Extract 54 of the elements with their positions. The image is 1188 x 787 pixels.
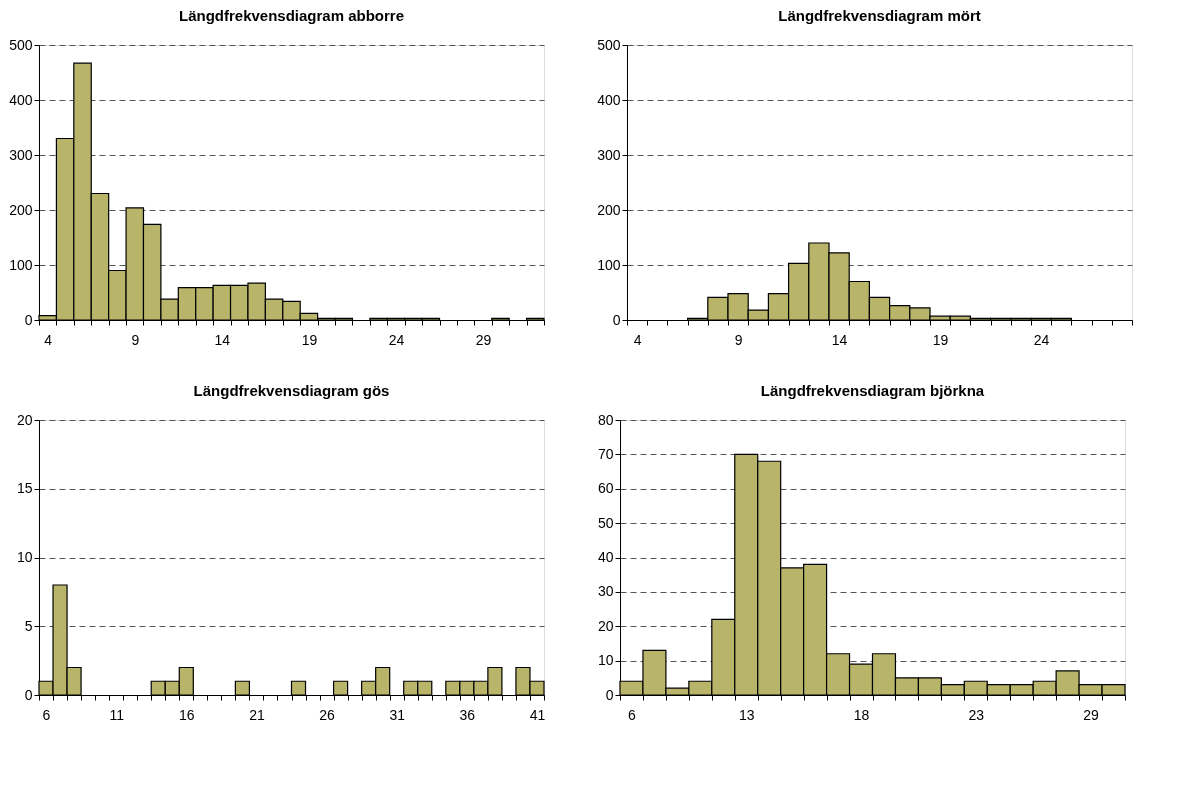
y-tick-label: 200 <box>597 201 621 218</box>
x-tick-label: 29 <box>475 331 492 348</box>
x-tick-label: 36 <box>459 706 476 723</box>
x-tick-label: 11 <box>109 706 125 723</box>
y-tick-label: 100 <box>597 256 621 273</box>
y-tick-label: 15 <box>16 480 33 497</box>
chart-title: Längdfrekvensdiagram mört <box>778 7 981 24</box>
y-tick-label: 300 <box>9 146 33 163</box>
x-tick-label: 23 <box>968 706 985 723</box>
x-tick-label: 14 <box>214 331 231 348</box>
y-tick-label: 500 <box>9 36 33 53</box>
y-tick-label: 10 <box>597 652 614 669</box>
y-tick-label: 100 <box>9 256 33 273</box>
x-tick-label: 9 <box>131 331 140 348</box>
y-tick-label: 0 <box>24 686 33 703</box>
y-tick-label: 30 <box>597 583 614 600</box>
x-tick-label: 24 <box>388 331 405 348</box>
x-tick-label: 41 <box>529 706 546 723</box>
x-tick-label: 31 <box>389 706 406 723</box>
y-tick-label: 80 <box>597 411 614 428</box>
x-tick-label: 24 <box>1033 331 1050 348</box>
y-tick-label: 0 <box>24 311 33 328</box>
x-tick-label: 4 <box>44 331 53 348</box>
y-tick-label: 500 <box>597 36 621 53</box>
y-tick-label: 20 <box>597 617 614 634</box>
x-tick-label: 26 <box>319 706 336 723</box>
y-tick-label: 300 <box>597 146 621 163</box>
y-tick-label: 40 <box>597 549 614 565</box>
x-tick-label: 4 <box>633 331 642 348</box>
x-tick-label: 14 <box>831 331 848 348</box>
x-tick-label: 18 <box>853 706 870 723</box>
x-tick-label: 6 <box>42 706 51 723</box>
chart-title: Längdfrekvensdiagram gös <box>193 382 390 399</box>
x-tick-label: 21 <box>249 706 265 723</box>
y-tick-label: 400 <box>9 91 33 108</box>
x-tick-label: 6 <box>628 706 637 723</box>
y-tick-label: 200 <box>9 201 33 218</box>
y-tick-label: 5 <box>24 617 33 634</box>
chart-title: Längdfrekvensdiagram björkna <box>760 382 985 399</box>
x-tick-label: 16 <box>179 706 195 723</box>
x-tick-label: 19 <box>301 331 318 348</box>
x-tick-label: 29 <box>1083 706 1100 723</box>
chart-title: Längdfrekvensdiagram abborre <box>178 7 405 24</box>
y-tick-label: 10 <box>16 549 33 565</box>
y-tick-label: 70 <box>597 445 614 462</box>
y-tick-label: 0 <box>605 686 614 703</box>
y-tick-label: 50 <box>597 514 614 531</box>
y-tick-label: 0 <box>612 311 621 328</box>
y-tick-label: 400 <box>597 91 621 108</box>
x-tick-label: 13 <box>738 706 755 723</box>
x-tick-label: 9 <box>734 331 743 348</box>
x-tick-label: 19 <box>932 331 949 348</box>
y-tick-label: 60 <box>597 480 614 497</box>
y-tick-label: 20 <box>16 411 33 428</box>
